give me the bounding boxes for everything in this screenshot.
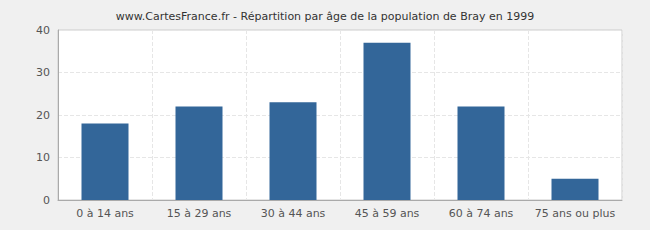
svg-text:40: 40 (36, 24, 50, 37)
svg-text:60 à 74 ans: 60 à 74 ans (449, 207, 514, 220)
svg-text:10: 10 (36, 151, 50, 164)
svg-text:0: 0 (43, 194, 50, 207)
svg-text:30 à 44 ans: 30 à 44 ans (261, 207, 326, 220)
svg-text:www.CartesFrance.fr - Répartit: www.CartesFrance.fr - Répartition par âg… (116, 10, 534, 23)
svg-text:0 à 14 ans: 0 à 14 ans (76, 207, 134, 220)
svg-text:30: 30 (36, 66, 50, 79)
svg-text:20: 20 (36, 109, 50, 122)
svg-text:45 à 59 ans: 45 à 59 ans (355, 207, 420, 220)
svg-text:15 à 29 ans: 15 à 29 ans (167, 207, 232, 220)
svg-text:75 ans ou plus: 75 ans ou plus (535, 207, 616, 220)
